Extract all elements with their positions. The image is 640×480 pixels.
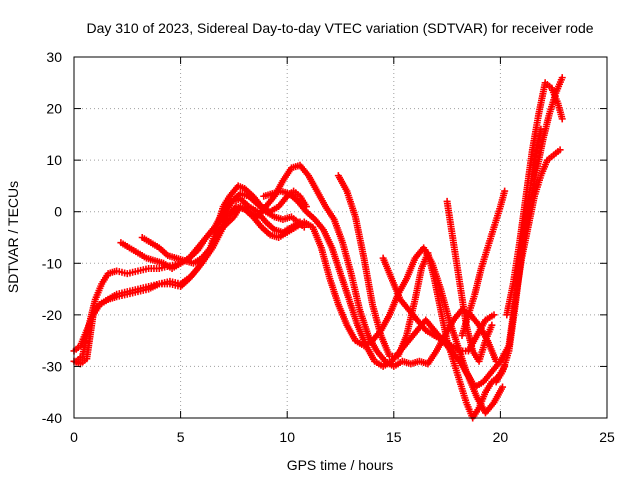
plot-frame — [73, 56, 608, 419]
x-axis-label: GPS time / hours — [287, 457, 394, 473]
y-tick-label: 0 — [54, 204, 62, 220]
data-series-5 — [138, 203, 513, 391]
data-point — [556, 146, 564, 154]
data-point — [501, 187, 509, 195]
data-point — [558, 115, 566, 123]
data-series-10 — [458, 187, 509, 339]
data-point — [488, 321, 496, 329]
x-tick-label: 15 — [386, 429, 402, 445]
y-tick-label: -20 — [42, 307, 62, 323]
chart-title: Day 310 of 2023, Sidereal Day-to-day VTE… — [86, 20, 593, 36]
y-tick-label: 10 — [46, 152, 62, 168]
y-tick-label: 30 — [46, 49, 62, 65]
y-axis-label: SDTVAR / TECUs — [5, 181, 21, 293]
data-point — [558, 74, 566, 82]
data-point — [490, 311, 498, 319]
tick-labels: 0 5 10 15 20 25 -40 -30 -20 -10 0 10 20 30 — [42, 49, 615, 445]
x-tick-label: 25 — [599, 429, 615, 445]
y-tick-label: -40 — [42, 410, 62, 426]
data-series-14 — [492, 125, 545, 386]
series-layer — [70, 74, 566, 422]
data-point — [499, 383, 507, 391]
ticks — [73, 56, 608, 419]
x-tick-label: 20 — [493, 429, 509, 445]
data-point — [537, 125, 545, 133]
y-tick-label: -10 — [42, 255, 62, 271]
data-series-9 — [443, 197, 496, 365]
y-tick-label: 20 — [46, 101, 62, 117]
x-tick-label: 5 — [177, 429, 185, 445]
y-tick-label: -30 — [42, 358, 62, 374]
x-tick-label: 10 — [279, 429, 295, 445]
x-tick-label: 0 — [70, 429, 78, 445]
data-series-4 — [117, 195, 304, 272]
